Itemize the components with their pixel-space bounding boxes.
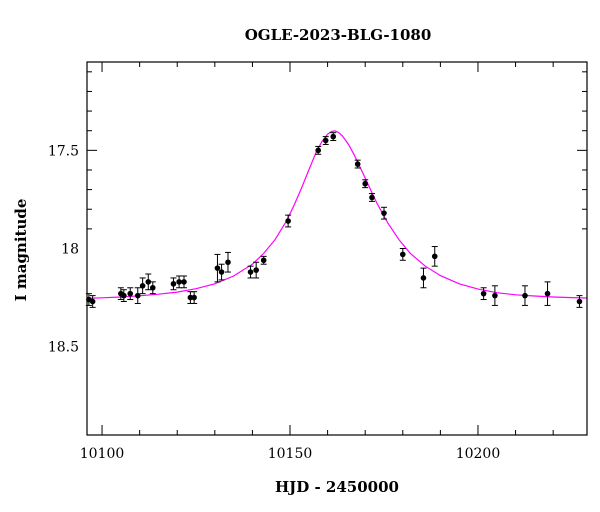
data-marker <box>149 284 156 291</box>
data-marker <box>431 253 438 260</box>
data-point <box>362 179 369 189</box>
data-marker <box>127 290 134 297</box>
chart-title: OGLE-2023-BLG-1080 <box>245 26 432 44</box>
axis-ticks <box>87 62 587 435</box>
data-marker <box>480 290 487 297</box>
data-marker <box>369 194 375 201</box>
data-marker <box>89 298 96 305</box>
data-marker <box>170 281 177 287</box>
data-marker <box>285 218 291 224</box>
data-point <box>330 132 337 142</box>
data-point <box>354 159 361 169</box>
model-curve <box>86 130 588 299</box>
data-point <box>191 291 198 304</box>
data-marker <box>492 292 498 299</box>
data-marker <box>121 292 127 299</box>
data-point <box>145 273 152 291</box>
data-point <box>180 275 187 289</box>
data-point <box>120 289 127 303</box>
data-point <box>420 267 427 289</box>
data-marker <box>399 251 406 258</box>
data-marker <box>134 292 141 299</box>
data-marker <box>145 279 152 285</box>
data-marker <box>260 257 267 264</box>
x-axis-label: HJD - 2450000 <box>275 478 399 496</box>
data-point <box>521 285 528 306</box>
data-marker <box>253 267 259 273</box>
y-tick-label: 18 <box>61 242 79 258</box>
data-marker <box>225 259 231 266</box>
data-marker <box>420 275 427 281</box>
data-point <box>260 255 267 265</box>
data-marker <box>362 180 368 187</box>
data-point <box>149 281 156 295</box>
data-point <box>170 277 177 291</box>
data-marker <box>522 292 528 299</box>
data-point <box>89 295 96 308</box>
data-point <box>576 295 583 308</box>
plot-frame <box>86 61 588 436</box>
x-tick-label: 10200 <box>456 446 501 462</box>
data-marker <box>214 265 221 271</box>
data-marker <box>322 137 329 144</box>
data-points <box>85 132 583 308</box>
data-marker <box>330 133 337 140</box>
data-point <box>127 287 134 301</box>
y-tick-label: 17.5 <box>48 143 79 159</box>
data-point <box>368 193 375 202</box>
data-point <box>214 253 221 283</box>
data-marker <box>139 283 146 289</box>
data-marker <box>381 210 387 216</box>
data-point <box>247 265 254 279</box>
data-point <box>431 246 438 267</box>
x-tick-label: 10150 <box>268 446 313 462</box>
x-tick-label: 10100 <box>80 446 125 462</box>
data-point <box>139 277 146 295</box>
data-point <box>399 248 406 261</box>
data-point <box>253 261 260 279</box>
data-point <box>134 287 141 304</box>
data-point <box>480 287 487 301</box>
data-point <box>315 145 322 155</box>
data-marker <box>544 290 551 297</box>
data-point <box>380 206 387 220</box>
data-point <box>491 285 498 306</box>
data-marker <box>576 298 583 305</box>
y-tick-label: 18.5 <box>48 340 79 356</box>
data-marker <box>191 294 197 301</box>
data-point <box>322 136 329 145</box>
data-marker <box>181 279 187 285</box>
data-marker <box>247 269 254 275</box>
data-point <box>218 263 225 281</box>
data-marker <box>354 161 361 167</box>
y-axis-label: I magnitude <box>12 199 30 302</box>
data-point <box>117 287 124 301</box>
data-marker <box>218 269 225 275</box>
data-point <box>285 214 292 228</box>
data-point <box>544 281 551 306</box>
tick-labels: 10100 10150 10200 17.5 18 18.5 <box>48 143 500 462</box>
data-marker <box>315 147 322 154</box>
data-marker <box>176 279 182 285</box>
data-point <box>224 251 231 273</box>
